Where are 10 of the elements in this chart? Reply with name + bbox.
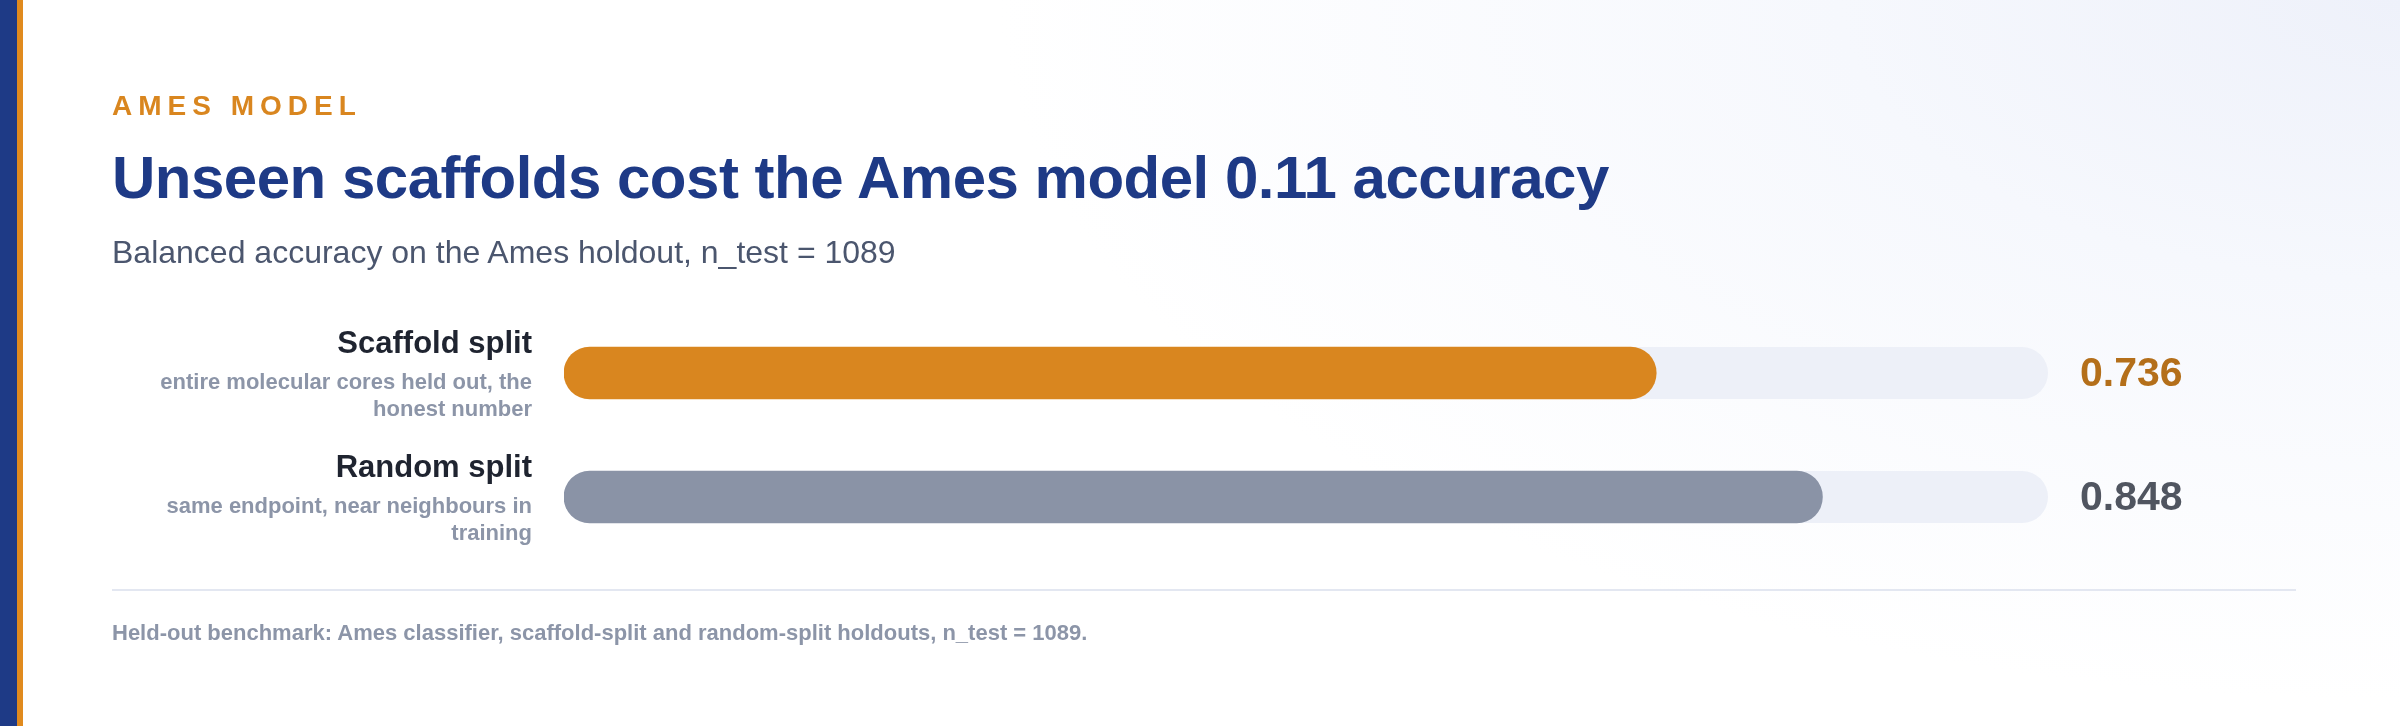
text: AMES MODEL — [112, 90, 362, 121]
chart-title: Unseen scaffolds cost the Ames model 0.11 accuracy — [112, 144, 1609, 211]
text: Held-out benchmark: Ames classifier, scaffold-split and random-split holdouts, n_test = 1089. — [112, 620, 1088, 645]
y-tick-label: Random split — [335, 449, 532, 484]
text: entire molecular cores held out, the honest number — [160, 369, 533, 421]
text: same endpoint, near neighbours in training — [166, 493, 532, 545]
data-label: 0.848 — [2080, 473, 2183, 520]
y-tick-label: Scaffold split — [337, 325, 532, 360]
data-label: 0.736 — [2080, 349, 2183, 396]
chart-subtitle: Balanced accuracy on the Ames holdout, n_test = 1089 — [112, 234, 896, 270]
